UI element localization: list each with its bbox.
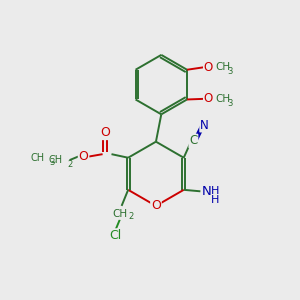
Text: CH: CH <box>215 62 230 72</box>
Text: 3: 3 <box>228 67 233 76</box>
Text: CH: CH <box>49 155 63 165</box>
Text: 2: 2 <box>68 160 73 169</box>
Text: O: O <box>100 126 110 139</box>
Text: N: N <box>202 185 212 198</box>
Text: O: O <box>151 200 161 212</box>
Text: O: O <box>204 61 213 74</box>
Text: H: H <box>211 195 219 205</box>
Text: 2: 2 <box>129 212 134 221</box>
Text: CH: CH <box>30 153 44 163</box>
Text: 3: 3 <box>50 158 55 167</box>
Text: CH: CH <box>215 94 230 104</box>
Text: CH: CH <box>112 209 128 219</box>
Text: O: O <box>79 150 88 163</box>
Text: N: N <box>200 119 209 132</box>
Text: Cl: Cl <box>109 229 122 242</box>
Text: C: C <box>189 134 197 148</box>
Text: O: O <box>204 92 213 105</box>
Text: H: H <box>211 186 219 196</box>
Text: 3: 3 <box>228 98 233 107</box>
